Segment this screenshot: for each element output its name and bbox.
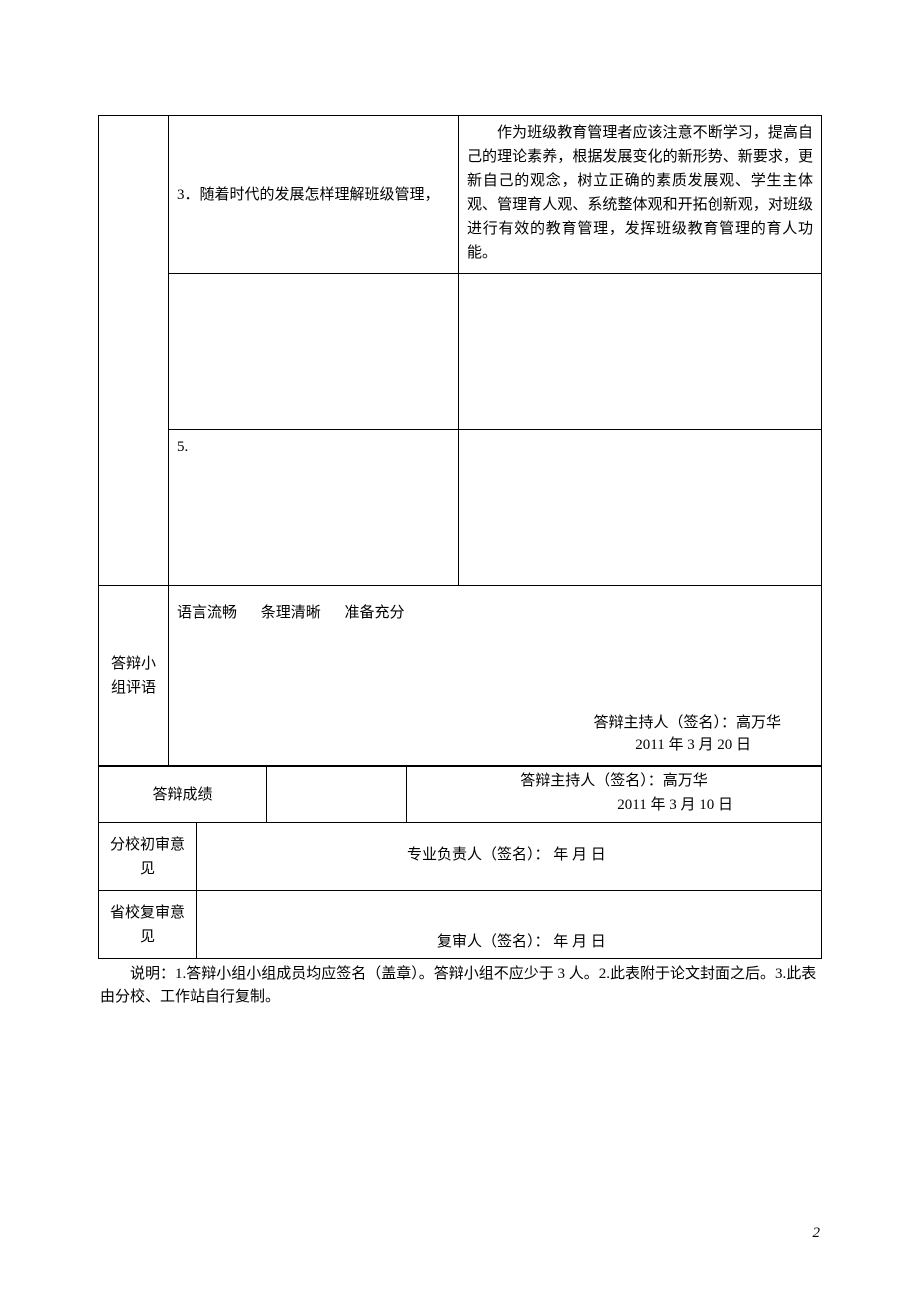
score-label-cell: 答辩成绩 xyxy=(99,767,267,823)
province-label: 省校复审意见 xyxy=(107,901,188,949)
remarks-word-1: 语言流畅 xyxy=(177,601,237,625)
branch-label-cell: 分校初审意见 xyxy=(99,823,197,891)
question-5-cell: 5. xyxy=(169,430,459,586)
question-4-cell xyxy=(169,274,459,430)
province-label-cell: 省校复审意见 xyxy=(99,891,197,959)
remarks-label: 答辩小组评语 xyxy=(107,652,160,700)
answer-5-cell xyxy=(459,430,822,586)
left-header-cell xyxy=(99,116,169,586)
page-number: 2 xyxy=(813,1225,821,1242)
remarks-word-3: 准备充分 xyxy=(345,601,405,625)
score-signature-cell: 答辩主持人（签名）：高万华 2011 年 3 月 10 日 xyxy=(407,767,822,823)
branch-content-cell: 专业负责人（签名）： 年 月 日 xyxy=(197,823,822,891)
remarks-word-2: 条理清晰 xyxy=(261,601,321,625)
branch-label: 分校初审意见 xyxy=(107,833,188,881)
province-content-cell: 复审人（签名）： 年 月 日 xyxy=(197,891,822,959)
remarks-label-cell: 答辩小组评语 xyxy=(99,586,169,766)
remarks-words: 语言流畅 条理清晰 准备充分 xyxy=(177,601,813,625)
score-value-cell xyxy=(267,767,407,823)
remarks-date: 2011 年 3 月 20 日 xyxy=(635,733,751,757)
question-3-text: 3．随着时代的发展怎样理解班级管理， xyxy=(177,183,450,207)
score-signature: 答辩主持人（签名）：高万华 xyxy=(415,769,813,793)
remarks-content-cell: 语言流畅 条理清晰 准备充分 答辩主持人（签名）：高万华 2011 年 3 月 … xyxy=(169,586,822,766)
remarks-signature: 答辩主持人（签名）：高万华 xyxy=(593,711,781,735)
score-label: 答辩成绩 xyxy=(107,783,258,807)
footer-note: 说明：1.答辩小组小组成员均应签名（盖章）。答辩小组不应少于 3 人。2.此表附… xyxy=(98,963,822,1010)
question-3-cell: 3．随着时代的发展怎样理解班级管理， xyxy=(169,116,459,274)
answer-3-text: 作为班级教育管理者应该注意不断学习，提高自己的理论素养，根据发展变化的新形势、新… xyxy=(467,121,813,265)
question-5-text: 5. xyxy=(177,435,450,459)
answer-3-cell: 作为班级教育管理者应该注意不断学习，提高自己的理论素养，根据发展变化的新形势、新… xyxy=(459,116,822,274)
answer-4-cell xyxy=(459,274,822,430)
province-signature: 复审人（签名）： 年 月 日 xyxy=(437,930,606,954)
branch-signature: 专业负责人（签名）： 年 月 日 xyxy=(407,843,606,867)
score-date: 2011 年 3 月 10 日 xyxy=(415,793,813,817)
